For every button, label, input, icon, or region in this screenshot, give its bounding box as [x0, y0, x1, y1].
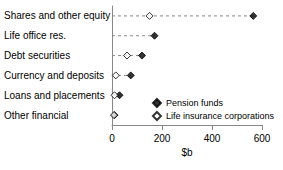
svg-text:Other financial: Other financial	[4, 110, 68, 121]
svg-text:Life insurance corporations: Life insurance corporations	[166, 111, 275, 121]
svg-text:400: 400	[204, 133, 221, 144]
svg-text:Currency and deposits: Currency and deposits	[4, 70, 104, 81]
svg-text:Life office res.: Life office res.	[4, 30, 66, 41]
svg-text:0: 0	[109, 133, 115, 144]
svg-text:600: 600	[254, 133, 271, 144]
svg-text:Debt securities: Debt securities	[4, 50, 70, 61]
svg-text:Shares and other equity: Shares and other equity	[4, 10, 110, 21]
svg-text:$b: $b	[181, 147, 193, 158]
svg-text:Loans and placements: Loans and placements	[4, 90, 105, 101]
svg-text:200: 200	[154, 133, 171, 144]
svg-text:Pension funds: Pension funds	[166, 98, 224, 108]
